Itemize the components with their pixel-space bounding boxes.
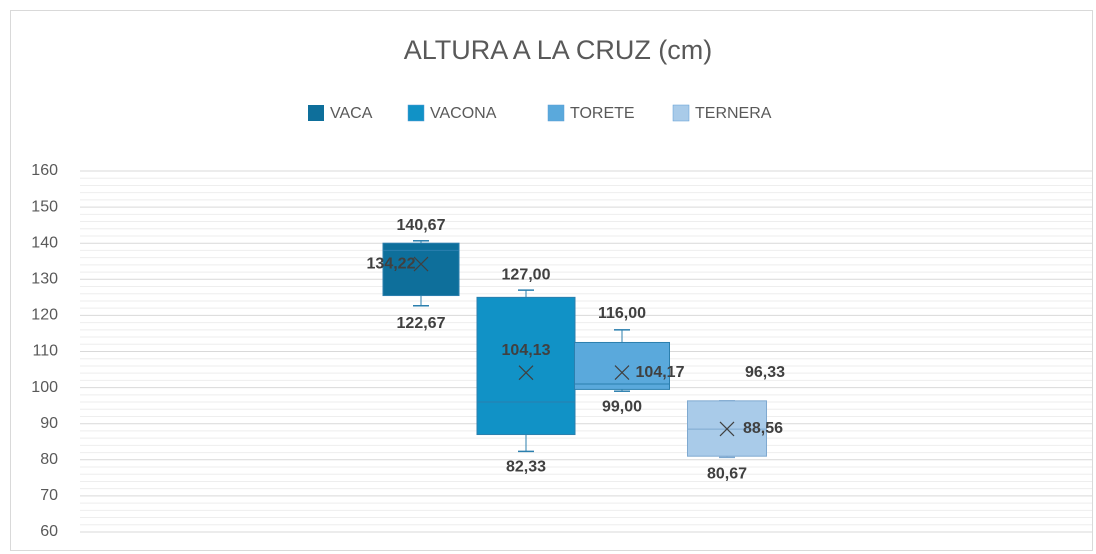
chart-frame xyxy=(10,10,1093,551)
y-tick-label: 120 xyxy=(31,307,58,324)
mean-marker xyxy=(614,365,630,380)
legend-swatch xyxy=(672,104,690,122)
data-label-max: 140,67 xyxy=(397,217,446,234)
legend-label: TERNERA xyxy=(695,105,772,122)
box-group: 127,00 82,33 104,13 xyxy=(476,266,576,476)
legend-swatch xyxy=(308,105,324,121)
data-label-max: 127,00 xyxy=(502,266,551,283)
data-label-min: 122,67 xyxy=(397,315,446,332)
mean-marker xyxy=(413,256,429,272)
box-group: 140,67 122,67 134,22 xyxy=(367,217,460,332)
mean-marker xyxy=(518,365,534,381)
box xyxy=(382,242,460,297)
legend-label: VACA xyxy=(330,105,373,122)
data-label-mean: 134,22 xyxy=(367,255,416,272)
data-label-min: 82,33 xyxy=(506,459,546,476)
y-tick-label: 150 xyxy=(31,198,58,215)
y-tick-label: 70 xyxy=(40,487,58,504)
y-tick-label: 140 xyxy=(31,234,58,251)
y-tick-label: 160 xyxy=(31,162,58,179)
y-tick-label: 100 xyxy=(31,379,58,396)
box xyxy=(574,341,670,390)
legend-label: VACONA xyxy=(430,105,497,122)
legend-label: TORETE xyxy=(570,105,635,122)
data-label-max: 116,00 xyxy=(598,305,646,322)
y-tick-label: 90 xyxy=(40,415,58,432)
y-tick-label: 110 xyxy=(32,343,58,360)
data-label-mean: 104,17 xyxy=(636,364,685,381)
y-tick-label: 130 xyxy=(31,271,58,288)
data-label-max: 96,33 xyxy=(745,364,785,381)
legend-swatch xyxy=(547,104,565,122)
box xyxy=(476,296,576,436)
y-tick-label: 80 xyxy=(40,451,58,468)
data-label-min: 99,00 xyxy=(602,398,642,415)
box-group: 96,33 80,67 88,56 xyxy=(687,364,785,483)
legend-swatch xyxy=(407,104,425,122)
data-label-mean: 88,56 xyxy=(743,420,783,437)
y-tick-label: 60 xyxy=(40,523,58,540)
data-label-mean: 104,13 xyxy=(502,342,551,359)
chart-title: ALTURA A LA CRUZ (cm) xyxy=(404,35,713,65)
mean-marker xyxy=(719,421,735,437)
box-group: 116,00 99,00 104,17 xyxy=(574,305,685,415)
data-label-min: 80,67 xyxy=(707,466,747,483)
